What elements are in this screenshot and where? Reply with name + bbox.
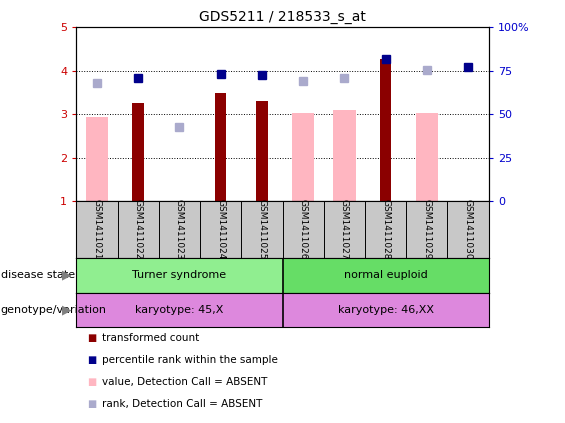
Text: ■: ■: [88, 333, 97, 343]
Bar: [215, 93, 227, 201]
Text: GSM1411029: GSM1411029: [423, 199, 431, 260]
Bar: [282, 293, 489, 327]
Text: GSM1411027: GSM1411027: [340, 199, 349, 260]
Text: Turner syndrome: Turner syndrome: [132, 270, 227, 280]
Text: rank, Detection Call = ABSENT: rank, Detection Call = ABSENT: [102, 399, 262, 409]
Bar: [333, 110, 356, 201]
Bar: [282, 258, 489, 293]
Text: ■: ■: [88, 377, 97, 387]
Title: GDS5211 / 218533_s_at: GDS5211 / 218533_s_at: [199, 10, 366, 24]
Text: transformed count: transformed count: [102, 333, 199, 343]
Text: value, Detection Call = ABSENT: value, Detection Call = ABSENT: [102, 377, 267, 387]
Bar: [380, 59, 392, 201]
Bar: [85, 117, 108, 201]
Text: ▶: ▶: [62, 304, 72, 316]
Text: GSM1411023: GSM1411023: [175, 199, 184, 260]
Text: GSM1411022: GSM1411022: [134, 199, 142, 260]
Text: ▶: ▶: [62, 269, 72, 282]
Text: karyotype: 46,XX: karyotype: 46,XX: [338, 305, 433, 315]
Bar: [292, 113, 315, 201]
Text: GSM1411021: GSM1411021: [93, 199, 101, 260]
Bar: [76, 258, 282, 293]
Text: ■: ■: [88, 399, 97, 409]
Text: genotype/variation: genotype/variation: [1, 305, 107, 315]
Bar: [256, 101, 268, 201]
Bar: [415, 113, 438, 201]
Text: ■: ■: [88, 355, 97, 365]
Text: karyotype: 45,X: karyotype: 45,X: [135, 305, 224, 315]
Text: percentile rank within the sample: percentile rank within the sample: [102, 355, 277, 365]
Bar: [132, 102, 144, 201]
Text: GSM1411028: GSM1411028: [381, 199, 390, 260]
Text: disease state: disease state: [1, 270, 75, 280]
Text: normal euploid: normal euploid: [344, 270, 428, 280]
Text: GSM1411025: GSM1411025: [258, 199, 266, 260]
Text: GSM1411030: GSM1411030: [464, 199, 472, 260]
Text: GSM1411026: GSM1411026: [299, 199, 307, 260]
Text: GSM1411024: GSM1411024: [216, 199, 225, 260]
Bar: [76, 293, 282, 327]
